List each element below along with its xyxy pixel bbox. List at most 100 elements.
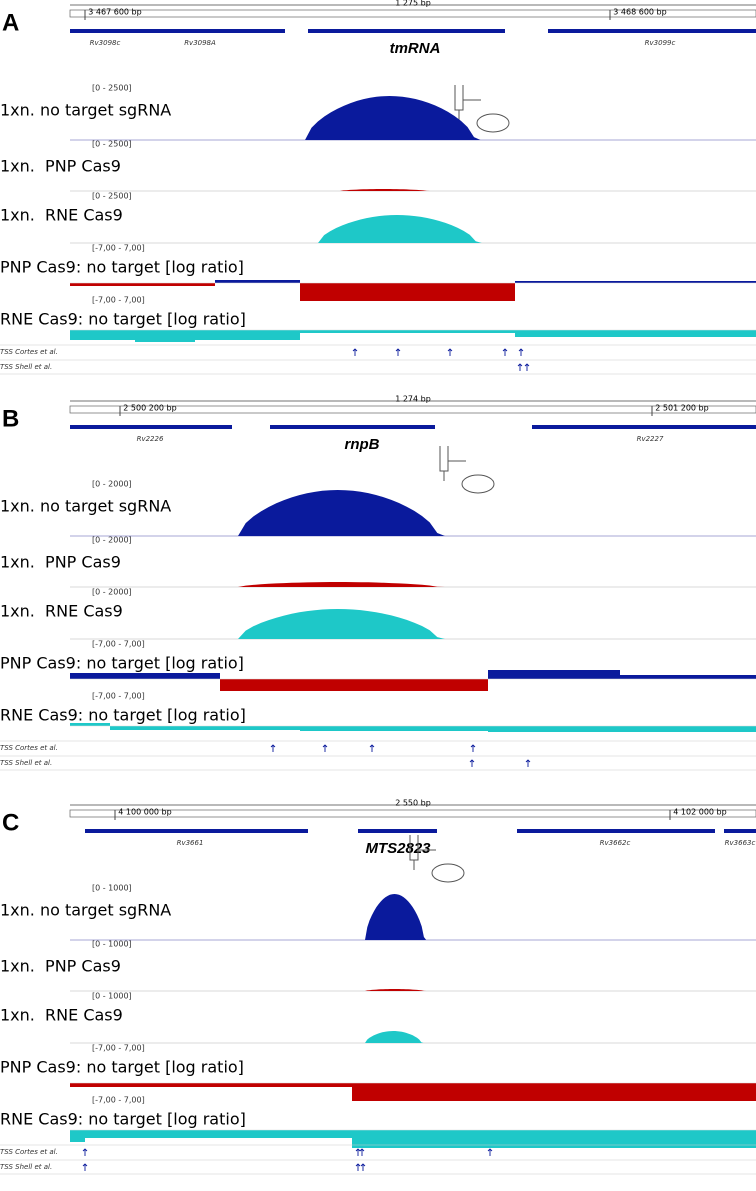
tss-mark	[525, 759, 531, 767]
coverage	[340, 189, 440, 191]
tss-label: TSS Shell et al.	[0, 759, 52, 767]
ratio-segment	[488, 670, 620, 679]
coverage	[238, 490, 468, 536]
ruler-band	[69, 809, 756, 818]
track-label: PNP Cas9: no target [log ratio]	[0, 258, 244, 277]
rna-structure	[409, 835, 436, 870]
track-label: 1xn. RNE Cas9	[0, 1006, 123, 1025]
tss-label: TSS Cortes et al.	[0, 348, 58, 356]
track-label: PNP Cas9: no target [log ratio]	[0, 654, 244, 673]
ratio-segment	[70, 1130, 85, 1142]
track-label: 1xn. no target sgRNA	[0, 101, 171, 120]
span-label: 2 550 bp	[395, 799, 431, 808]
gene-label: Rv3663c	[725, 839, 756, 847]
gene	[115, 29, 285, 33]
position-label: 4 102 000 bp	[673, 808, 726, 817]
position-label: 3 468 600 bp	[613, 8, 666, 17]
gene-label: Rv3661	[177, 839, 204, 847]
tss-mark	[524, 363, 530, 371]
rna-label: MTS2823	[365, 840, 431, 857]
tss-mark	[469, 759, 475, 767]
ratio-segment	[70, 283, 215, 286]
tss-label: TSS Shell et al.	[0, 1163, 52, 1171]
tss-mark	[502, 348, 508, 356]
track-label: RNE Cas9: no target [log ratio]	[0, 706, 246, 725]
tss-mark	[355, 1163, 361, 1171]
rna-label: tmRNA	[390, 40, 441, 57]
ratio-segment	[220, 679, 488, 691]
rna-structure	[454, 85, 481, 120]
tss-mark	[487, 1148, 493, 1156]
tss-mark	[322, 744, 328, 752]
track-range: [0 - 1000]	[92, 884, 132, 893]
tss-mark	[447, 348, 453, 356]
position-label: 4 100 000 bp	[118, 808, 171, 817]
ratio-segment	[620, 675, 756, 679]
ruler-band	[69, 9, 756, 18]
gene	[70, 29, 145, 33]
track-label: 1xn. no target sgRNA	[0, 901, 171, 920]
ratio-segment	[195, 330, 300, 340]
coverage	[365, 989, 433, 991]
span-label: 1 275 bp	[395, 0, 431, 8]
track-label: 1xn. RNE Cas9	[0, 206, 123, 225]
tss-mark	[270, 744, 276, 752]
ratio-segment	[300, 330, 515, 333]
ratio-segment	[352, 1083, 756, 1101]
track-range: [-7,00 - 7,00]	[92, 244, 145, 253]
position-label: 2 501 200 bp	[655, 404, 708, 413]
ratio-segment	[352, 1130, 756, 1148]
ratio-segment	[300, 726, 488, 731]
panel: A 1 275 bp 3 467 600 bp 3 468 600 bp Rv3098c…	[0, 0, 756, 375]
gene	[85, 829, 308, 833]
coverage	[365, 894, 433, 940]
span-label: 1 274 bp	[395, 395, 431, 404]
tss-mark	[359, 1148, 365, 1156]
gene-label: Rv3098A	[184, 39, 216, 47]
tss-mark	[518, 348, 524, 356]
rna-loop	[476, 113, 510, 133]
ruler-band	[69, 405, 756, 414]
track-label: PNP Cas9: no target [log ratio]	[0, 1058, 244, 1077]
coverage	[238, 609, 468, 639]
tss-label: TSS Cortes et al.	[0, 744, 58, 752]
ratio-segment	[515, 330, 756, 337]
gene-label: Rv2227	[637, 435, 664, 443]
track-label: RNE Cas9: no target [log ratio]	[0, 310, 246, 329]
ratio-segment	[488, 726, 756, 732]
tss-mark	[355, 1148, 361, 1156]
rna-gene	[358, 829, 437, 833]
track-range: [0 - 2500]	[92, 84, 132, 93]
track-range: [0 - 1000]	[92, 940, 132, 949]
ratio-segment	[85, 1130, 352, 1138]
gene	[548, 29, 756, 33]
rna-structure	[439, 446, 466, 481]
track-range: [-7,00 - 7,00]	[92, 1096, 145, 1105]
ratio-segment	[70, 330, 135, 340]
ratio-segment	[70, 1083, 352, 1087]
gene-label: Rv3098c	[90, 39, 121, 47]
coverage	[318, 215, 500, 243]
coverage	[365, 1031, 430, 1043]
gene	[724, 829, 756, 833]
rna-label: rnpB	[345, 436, 380, 453]
tss-mark	[360, 1163, 366, 1171]
gene-label: Rv2226	[137, 435, 164, 443]
track-range: [0 - 2500]	[92, 192, 132, 201]
gene-label: Rv3662c	[600, 839, 631, 847]
coverage	[305, 96, 500, 140]
ratio-segment	[110, 726, 300, 730]
tss-label: TSS Cortes et al.	[0, 1148, 58, 1156]
tss-mark	[352, 348, 358, 356]
track-label: 1xn. PNP Cas9	[0, 957, 121, 976]
track-range: [-7,00 - 7,00]	[92, 692, 145, 701]
ratio-segment	[515, 281, 756, 283]
tss-mark	[517, 363, 523, 371]
tss-mark	[82, 1163, 88, 1171]
tss-mark	[395, 348, 401, 356]
ratio-segment	[135, 330, 195, 342]
tss-mark	[369, 744, 375, 752]
rna-gene	[270, 425, 435, 429]
panel-letter: C	[2, 809, 19, 836]
panel: B 1 274 bp 2 500 200 bp 2 501 200 bp Rv2226 R…	[0, 395, 756, 771]
